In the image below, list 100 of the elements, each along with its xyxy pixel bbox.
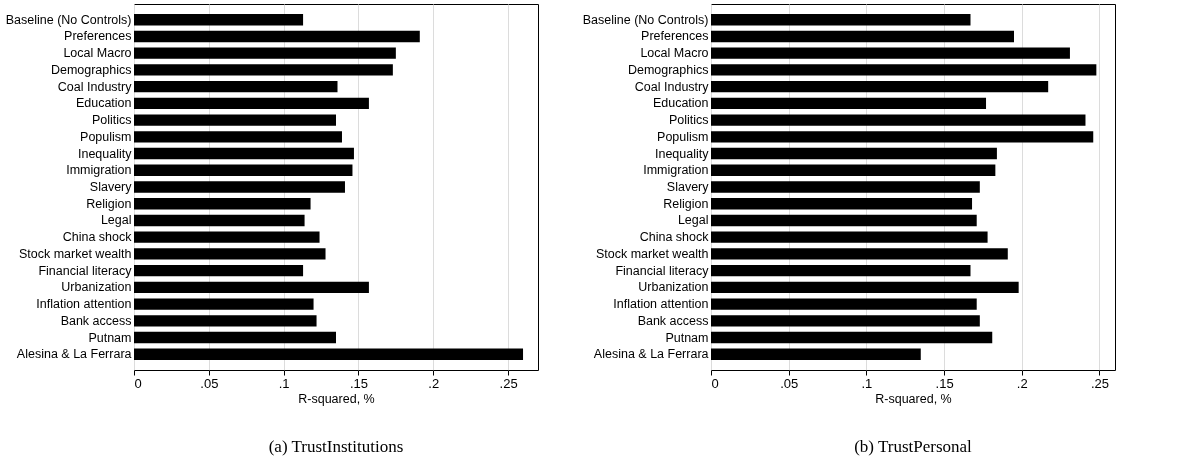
bar [134, 331, 336, 344]
bar [134, 231, 320, 243]
bar [134, 47, 396, 59]
bar [711, 147, 997, 160]
bar [134, 147, 354, 160]
y-tick-label: Coal Industry [634, 79, 710, 94]
y-tick-label: Bank access [60, 313, 132, 328]
y-tick-label: China shock [62, 230, 133, 245]
bar [711, 47, 1070, 59]
y-tick-label: Preferences [641, 29, 709, 44]
bar [711, 331, 993, 344]
bar [134, 80, 338, 93]
bar [134, 30, 420, 43]
bar [134, 281, 369, 294]
bar [711, 281, 1019, 294]
x-tick-label: .1 [861, 375, 873, 391]
x-tick-label: .2 [428, 375, 440, 391]
bar [711, 64, 1097, 76]
bar [711, 348, 921, 360]
y-tick-label: Demographics [50, 62, 132, 77]
y-tick-label: Slavery [89, 180, 133, 194]
bar [134, 198, 311, 210]
x-tick-label: 0 [134, 375, 142, 391]
y-tick-label: Bank access [637, 313, 709, 328]
bar [134, 298, 314, 310]
bar [711, 214, 977, 227]
y-tick-label: Financial literacy [615, 263, 710, 278]
y-tick-label: Putnam [665, 330, 709, 345]
bar [134, 164, 353, 176]
y-tick-label: Urbanization [638, 280, 709, 295]
bar [134, 97, 369, 110]
x-axis-title: R-squared, % [298, 391, 375, 406]
y-tick-label: Inflation attention [36, 297, 132, 312]
y-tick-label: Inflation attention [613, 297, 709, 312]
y-tick-label: Putnam [88, 330, 132, 345]
y-tick-label: Religion [663, 196, 709, 211]
bar [134, 181, 345, 193]
bar [711, 315, 980, 327]
x-axis-title: R-squared, % [875, 391, 952, 406]
y-tick-label: Urbanization [61, 280, 132, 295]
y-tick-label: Religion [86, 196, 132, 211]
bar [711, 131, 1094, 143]
y-tick-label: Local Macro [640, 46, 709, 61]
bar [134, 114, 336, 126]
bar [711, 248, 1008, 260]
y-tick-label: Stock market wealth [18, 246, 132, 261]
bar [134, 131, 342, 143]
y-tick-label: Legal [100, 213, 132, 228]
bar [711, 181, 980, 193]
bar [711, 298, 977, 310]
y-tick-label: Politics [668, 113, 709, 128]
x-tick-label: .25 [1090, 375, 1109, 391]
y-tick-label: Coal Industry [57, 79, 133, 94]
x-tick-label: .15 [935, 375, 954, 391]
bar [711, 114, 1086, 126]
y-tick-label: Inequality [654, 146, 710, 161]
bar [711, 14, 971, 26]
y-tick-label: Immigration [66, 163, 132, 178]
bar [134, 264, 304, 277]
y-tick-label: Populism [80, 129, 132, 144]
bar [134, 14, 304, 26]
y-tick-label: Politics [91, 113, 132, 128]
bar [711, 198, 973, 210]
bar [711, 164, 996, 176]
y-tick-label: Demographics [627, 62, 709, 77]
y-tick-label: Education [652, 96, 709, 111]
y-tick-label: Preferences [64, 29, 132, 44]
x-tick-label: .1 [278, 375, 290, 391]
bar [711, 231, 988, 243]
text: (b) TrustPersonal [854, 436, 973, 456]
x-tick-label: .2 [1016, 375, 1028, 391]
bar [711, 30, 1014, 43]
y-tick-label: Local Macro [63, 46, 132, 61]
y-tick-label: Alesina & La Ferrara [593, 347, 709, 362]
y-tick-label: Baseline (No Controls) [582, 12, 709, 27]
y-tick-label: Financial literacy [38, 263, 133, 278]
y-tick-label: Populism [657, 129, 709, 144]
bar [711, 80, 1049, 93]
y-tick-label: Slavery [666, 180, 710, 194]
bar [134, 64, 393, 76]
y-tick-label: Alesina & La Ferrara [16, 347, 132, 362]
x-tick-label: .05 [200, 375, 219, 391]
y-tick-label: Legal [677, 213, 709, 228]
y-tick-label: Inequality [77, 146, 133, 161]
text: (a) TrustInstitutions [268, 436, 404, 456]
bar [134, 248, 326, 260]
x-tick-label: .15 [349, 375, 368, 391]
x-tick-label: .25 [499, 375, 518, 391]
bar [134, 214, 305, 227]
y-tick-label: China shock [639, 230, 710, 245]
x-tick-label: 0 [711, 375, 719, 391]
bar [134, 348, 524, 360]
bar [134, 315, 317, 327]
y-tick-label: Baseline (No Controls) [5, 12, 132, 27]
bar [711, 264, 971, 277]
x-tick-label: .05 [780, 375, 799, 391]
y-tick-label: Education [75, 96, 132, 111]
bar [711, 97, 987, 110]
y-tick-label: Immigration [643, 163, 709, 178]
y-tick-label: Stock market wealth [595, 246, 709, 261]
